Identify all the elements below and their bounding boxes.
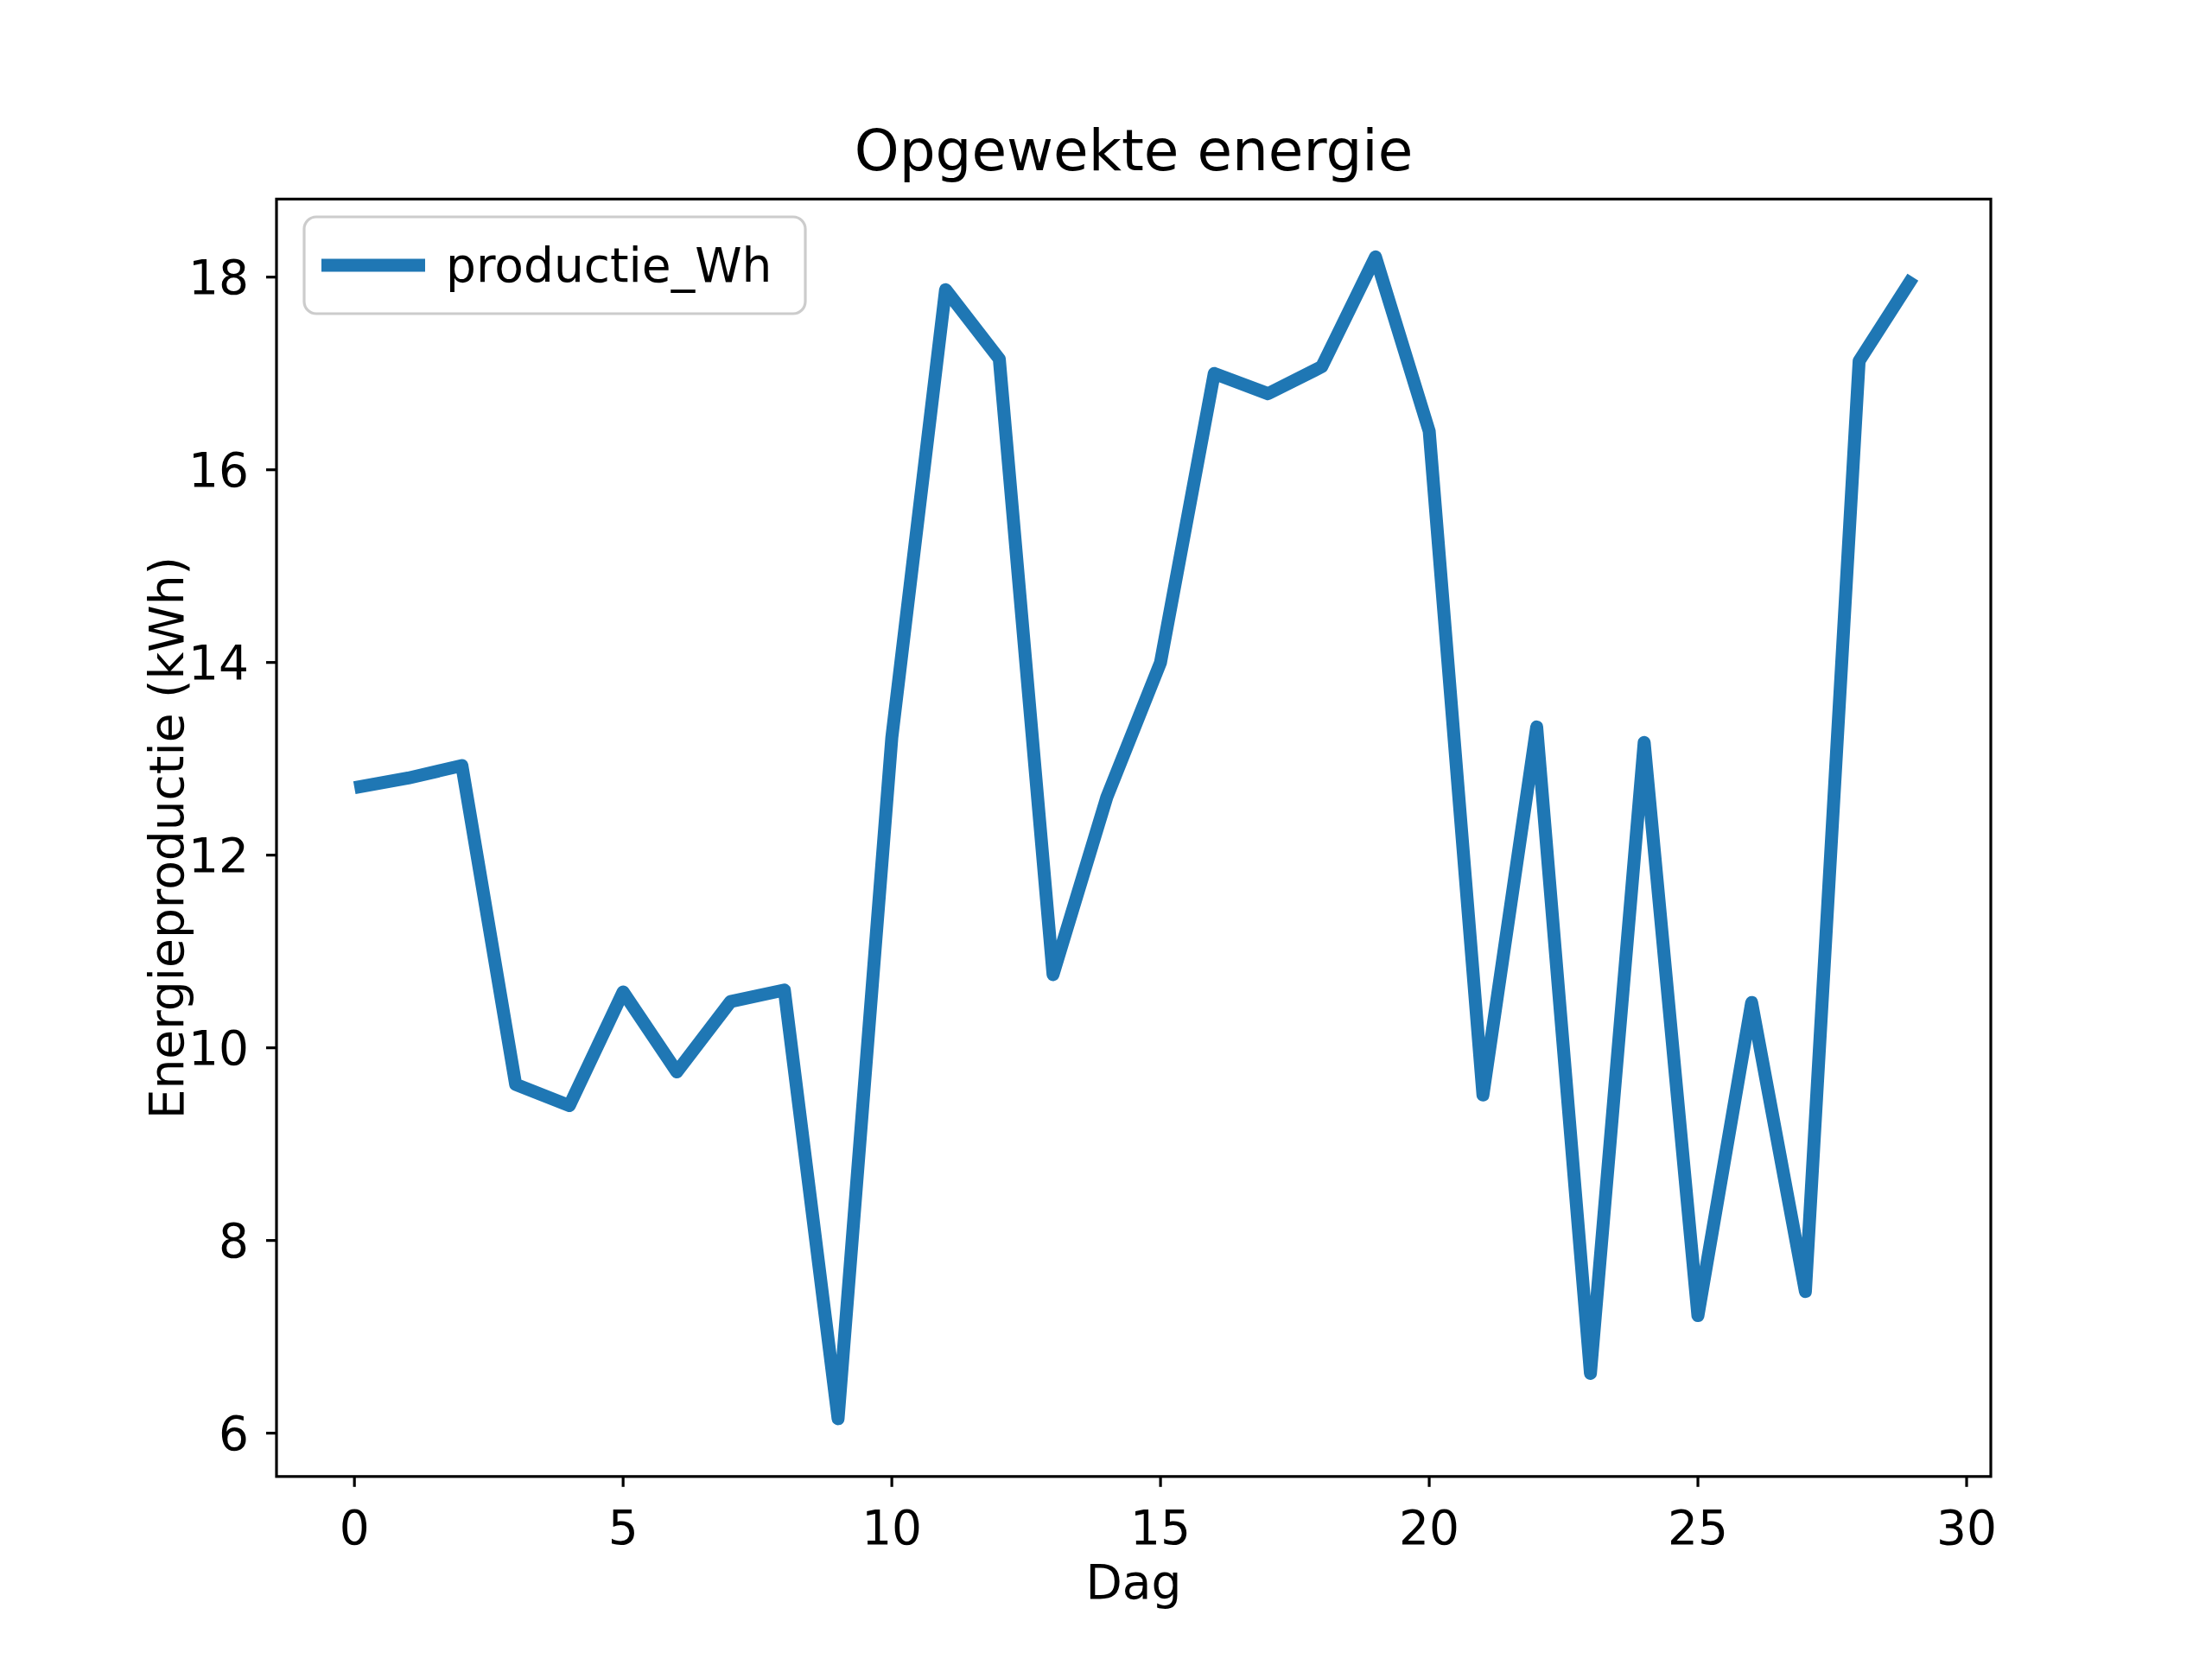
x-tick-label: 10 [861, 1500, 922, 1555]
plot-spines [276, 199, 1991, 1476]
x-tick-label: 30 [1936, 1500, 1997, 1555]
axes: 0 5 10 15 20 25 30 6 8 10 12 14 16 18 [188, 199, 1997, 1555]
matplotlib-figure: 0 5 10 15 20 25 30 6 8 10 12 14 16 18 Opgewekte energ… [0, 0, 2212, 1659]
y-tick-label: 12 [188, 828, 249, 883]
x-tick-label: 15 [1130, 1500, 1191, 1555]
chart-title: Opgewekte energie [855, 118, 1413, 184]
series-line-productie_Wh [354, 257, 1913, 1419]
y-tick-label: 16 [188, 442, 249, 498]
y-tick-label: 6 [219, 1406, 249, 1461]
y-tick-label: 8 [219, 1213, 249, 1268]
y-tick-label: 18 [188, 250, 249, 305]
x-tick-label: 0 [340, 1500, 370, 1555]
x-tick-label: 25 [1668, 1500, 1728, 1555]
x-tick-label: 5 [608, 1500, 639, 1555]
line-chart: 0 5 10 15 20 25 30 6 8 10 12 14 16 18 Opgewekte energ… [0, 0, 2212, 1659]
legend: productie_Wh [304, 217, 805, 314]
y-axis-label: Energieproductie (kWh) [139, 556, 194, 1119]
y-tick-label: 14 [188, 635, 249, 690]
x-axis-label: Dag [1086, 1554, 1182, 1610]
legend-label: productie_Wh [446, 238, 772, 293]
x-tick-label: 20 [1399, 1500, 1459, 1555]
y-tick-label: 10 [188, 1020, 249, 1076]
